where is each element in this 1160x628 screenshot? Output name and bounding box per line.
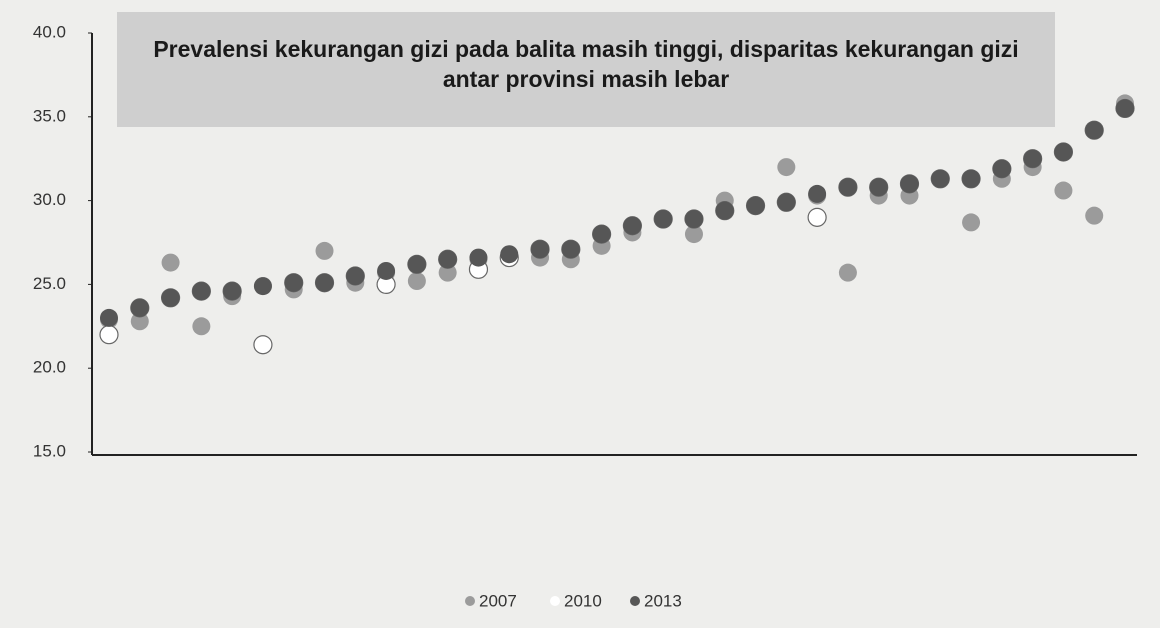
dot xyxy=(315,273,334,292)
dot xyxy=(469,248,488,267)
y-tick-label: 30.0 xyxy=(33,190,66,209)
dot xyxy=(438,263,457,282)
dot xyxy=(407,255,426,274)
dot xyxy=(223,282,242,301)
dot xyxy=(99,325,119,345)
dot xyxy=(592,225,611,244)
legend-swatch xyxy=(630,596,640,606)
dot xyxy=(500,245,519,264)
legend-swatch xyxy=(550,596,560,606)
dot xyxy=(684,210,703,229)
dot xyxy=(253,335,273,355)
dot xyxy=(869,178,888,197)
dot xyxy=(962,213,981,232)
dot xyxy=(130,312,149,331)
dot xyxy=(161,253,180,272)
dot xyxy=(407,272,426,291)
dot xyxy=(346,267,365,286)
dot xyxy=(531,240,550,259)
y-tick-label: 40.0 xyxy=(33,22,66,41)
dot xyxy=(130,298,149,317)
dot xyxy=(1023,149,1042,168)
y-tick-label: 25.0 xyxy=(33,274,66,293)
dot xyxy=(931,169,950,188)
dot xyxy=(777,193,796,212)
y-tick-label: 15.0 xyxy=(33,441,66,460)
dot xyxy=(1116,99,1134,118)
dot xyxy=(962,169,981,188)
dot xyxy=(684,225,703,244)
dot xyxy=(623,216,642,235)
legend-label: 2013 xyxy=(644,591,682,610)
dot xyxy=(438,250,457,269)
dot xyxy=(808,184,827,203)
dot xyxy=(838,263,857,282)
dot xyxy=(561,240,580,259)
dot xyxy=(1085,121,1104,140)
dot xyxy=(253,277,272,296)
dot xyxy=(1085,206,1104,225)
dot xyxy=(777,158,796,177)
chart-title: Prevalensi kekurangan gizi pada balita m… xyxy=(117,12,1055,127)
dot xyxy=(192,317,211,336)
dot xyxy=(161,288,180,307)
dot xyxy=(192,282,211,301)
legend-swatch xyxy=(465,596,475,606)
dot xyxy=(284,273,303,292)
dot xyxy=(900,174,919,193)
y-tick-label: 20.0 xyxy=(33,358,66,377)
dot xyxy=(1054,142,1073,161)
legend-label: 2007 xyxy=(479,591,517,610)
dot xyxy=(715,201,734,220)
dot xyxy=(100,308,118,327)
dot xyxy=(992,159,1011,178)
dot xyxy=(807,207,827,227)
dot xyxy=(315,241,334,260)
dot xyxy=(377,261,396,280)
legend-label: 2010 xyxy=(564,591,602,610)
dot xyxy=(1054,181,1073,200)
y-tick-label: 35.0 xyxy=(33,106,66,125)
dot xyxy=(654,210,673,229)
dot xyxy=(838,178,857,197)
dot xyxy=(746,196,765,215)
